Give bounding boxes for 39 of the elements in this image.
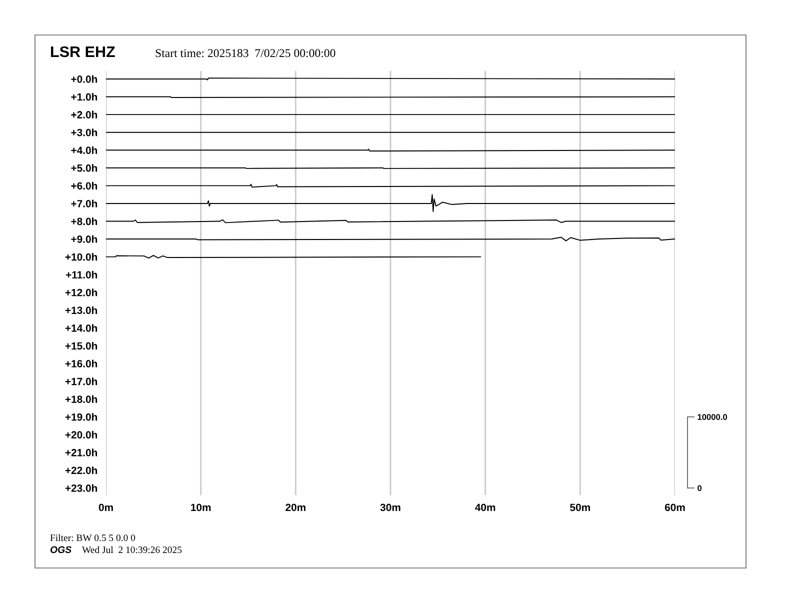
y-tick-label: +18.0h <box>65 395 98 403</box>
y-tick-label: +9.0h <box>71 235 98 243</box>
y-tick-label: +6.0h <box>71 182 98 190</box>
y-tick-label: +20.0h <box>65 430 98 439</box>
y-tick-label: +2.0h <box>71 110 98 118</box>
y-tick-label: +10.0h <box>65 253 98 261</box>
y-tick-label: +21.0h <box>65 448 98 456</box>
y-tick-label: +13.0h <box>65 306 98 314</box>
y-tick-label: +16.0h <box>65 360 98 368</box>
y-tick-label: +14.0h <box>65 324 98 332</box>
x-tick-label: 20m <box>286 504 306 512</box>
y-tick-label: +5.0h <box>71 164 98 172</box>
line-series <box>106 194 675 212</box>
chart-subtitle: Start time: 2025183 7/02/25 00:00:00 <box>156 49 336 58</box>
text: Wed Jul 2 10:39:26 2025 <box>82 546 182 554</box>
chart-title: LSR EHZ <box>51 46 115 58</box>
text: OGS <box>50 546 72 554</box>
y-tick-label: +23.0h <box>65 484 98 492</box>
y-tick-label: +22.0h <box>65 466 98 474</box>
text: Filter: BW 0.5 5 0.0 0 <box>50 534 136 542</box>
x-tick-label: 10m <box>191 504 211 512</box>
y-tick-label: +12.0h <box>65 288 98 296</box>
x-tick-label: 0m <box>98 504 113 512</box>
y-tick-label: +0.0h <box>71 75 98 83</box>
y-tick-label: +1.0h <box>71 93 98 101</box>
y-tick-label: +3.0h <box>71 128 98 136</box>
y-tick-label: +15.0h <box>65 342 98 350</box>
y-tick-label: +8.0h <box>71 217 98 226</box>
x-tick-label: 60m <box>664 504 685 512</box>
y-tick-label: +19.0h <box>65 413 98 421</box>
y-tick-label: +4.0h <box>71 146 98 154</box>
x-tick-label: 30m <box>380 504 400 512</box>
x-tick-label: 40m <box>475 504 496 512</box>
y-tick-label: +11.0h <box>66 270 98 278</box>
y-tick-label: +7.0h <box>71 200 98 208</box>
y-tick-label: +17.0h <box>65 378 98 386</box>
y2-tick-label: 0 <box>698 485 702 492</box>
x-tick-label: 50m <box>570 504 590 512</box>
y2-tick-label: 10000.0 <box>698 414 728 420</box>
